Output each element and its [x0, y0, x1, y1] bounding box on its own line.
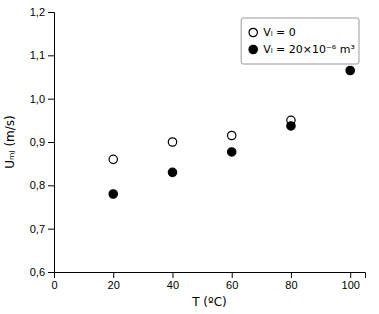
x-tick-label: 80 — [285, 279, 297, 291]
point — [287, 122, 295, 130]
y-tick-mark — [48, 142, 54, 143]
point — [228, 131, 236, 139]
y-tick: 1,1 — [30, 49, 54, 61]
y-tick-label: 0,9 — [30, 136, 45, 148]
x-tick: 0 — [51, 272, 57, 291]
y-tick-mark — [48, 55, 54, 56]
y-tick-mark — [48, 185, 54, 186]
point — [168, 168, 176, 176]
x-axis-title: T (ºC) — [191, 295, 227, 309]
x-tick: 80 — [285, 272, 297, 291]
legend: Vₗ = 0 Vₗ = 20×10⁻⁶ m³ — [241, 18, 359, 64]
y-tick-mark — [48, 229, 54, 230]
y-tick: 0,9 — [30, 136, 54, 148]
x-tick: 20 — [108, 272, 120, 291]
x-tick-mark — [350, 272, 351, 278]
point — [109, 190, 117, 198]
y-tick: 0,6 — [30, 266, 54, 278]
chart: 0 20 40 60 80 100 0,6 0,7 0,8 0,9 1,0 1,1 1,2 T (ºC) U… — [0, 0, 379, 314]
x-tick: 40 — [167, 272, 179, 291]
x-tick-label: 40 — [167, 279, 179, 291]
y-tick-label: 0,6 — [30, 266, 45, 278]
x-tick-label: 60 — [226, 279, 238, 291]
legend-label: Vₗ = 20×10⁻⁶ m³ — [263, 43, 355, 56]
legend-symbol — [249, 45, 257, 53]
x-tick-mark — [172, 272, 173, 278]
legend-symbol — [249, 28, 257, 36]
y-tick: 0,8 — [30, 179, 54, 191]
x-tick: 100 — [342, 272, 360, 291]
legend-item: Vₗ = 0 — [249, 26, 296, 39]
legend-item: Vₗ = 20×10⁻⁶ m³ — [249, 43, 355, 56]
x-axis: 0 20 40 60 80 100 — [51, 272, 365, 291]
y-tick-label: 1,0 — [30, 93, 45, 105]
y-tick: 0,7 — [30, 223, 54, 235]
legend-box — [241, 18, 359, 64]
point — [168, 138, 176, 146]
y-tick-mark — [48, 272, 54, 273]
y-tick-mark — [48, 12, 54, 13]
y-tick-label: 0,7 — [30, 223, 45, 235]
x-axis-line — [55, 273, 366, 279]
y-tick: 1,2 — [30, 6, 54, 18]
y-tick: 1,0 — [30, 93, 54, 105]
point — [109, 155, 117, 163]
y-tick-label: 0,8 — [30, 179, 45, 191]
y-axis: 0,6 0,7 0,8 0,9 1,0 1,1 1,2 — [30, 6, 55, 278]
series — [109, 66, 354, 198]
marks — [109, 66, 354, 198]
x-tick-label: 100 — [342, 279, 360, 291]
legend-label: Vₗ = 0 — [263, 26, 296, 39]
x-tick-mark — [291, 272, 292, 278]
x-tick-mark — [232, 272, 233, 278]
x-tick-mark — [113, 272, 114, 278]
series — [109, 116, 295, 163]
y-tick-label: 1,1 — [30, 49, 45, 61]
y-tick-mark — [48, 99, 54, 100]
point — [228, 148, 236, 156]
x-tick-label: 20 — [108, 279, 120, 291]
y-axis-title: Uₘⱼ (m/s) — [3, 115, 17, 169]
y-tick-label: 1,2 — [30, 6, 45, 18]
x-tick-label: 0 — [51, 279, 57, 291]
x-tick: 60 — [226, 272, 238, 291]
point — [346, 66, 354, 74]
plot: 0 20 40 60 80 100 0,6 0,7 0,8 0,9 1,0 1,1 1,2 T (ºC) U… — [3, 6, 366, 309]
y-axis-line — [48, 13, 55, 273]
